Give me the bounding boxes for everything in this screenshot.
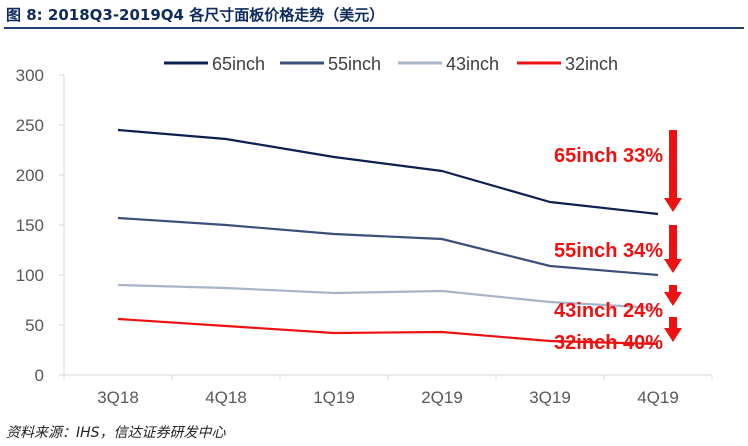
annotation-label: 65inch 33% [554, 145, 663, 167]
x-tick-label: 4Q19 [637, 388, 679, 407]
series-line-65inch [117, 128, 659, 216]
chart-series [117, 128, 659, 346]
series-line-43inch [117, 283, 659, 310]
source-note: 资料来源：IHS，信达证券研发中心 [6, 425, 226, 441]
x-tick-label: 1Q19 [313, 388, 355, 407]
y-tick-label: 150 [16, 216, 44, 235]
x-tick-label: 2Q19 [421, 388, 463, 407]
annotation-label: 55inch 34% [554, 240, 663, 262]
y-tick-label: 50 [25, 316, 44, 335]
annotation-label: 43inch 24% [554, 300, 663, 322]
legend-label: 55inch [328, 54, 381, 74]
y-tick-label: 0 [35, 366, 44, 385]
line-chart: 0 50 100 150 200 250 300 3Q18 4Q18 1Q19 2Q19 3Q19 4Q… [16, 54, 713, 407]
y-tick-label: 300 [16, 66, 44, 85]
chart-annotations: 65inch 33% 55inch 34% 43inch 24% 32inch 40% [554, 130, 682, 354]
legend-label: 65inch [212, 54, 265, 74]
annotation-arrow [664, 285, 682, 306]
annotation-arrow [664, 317, 682, 342]
y-tick-label: 100 [16, 266, 44, 285]
legend-label: 43inch [446, 54, 499, 74]
chart-legend: 65inch 55inch 43inch 32inch [164, 54, 618, 74]
legend-label: 32inch [565, 54, 618, 74]
title-underline [4, 27, 744, 29]
series-line-32inch [117, 317, 659, 346]
y-tick-label: 200 [16, 166, 44, 185]
chart-title: 图 8: 2018Q3-2019Q4 各尺寸面板价格走势（美元） [6, 6, 385, 24]
x-tick-label: 3Q18 [97, 388, 139, 407]
x-tick-label: 3Q19 [529, 388, 571, 407]
annotation-label: 32inch 40% [554, 332, 663, 354]
y-tick-label: 250 [16, 116, 44, 135]
annotation-arrow [664, 130, 682, 212]
chart-axes: 0 50 100 150 200 250 300 3Q18 4Q18 1Q19 2Q19 3Q19 4Q… [16, 66, 713, 407]
series-line-55inch [117, 216, 659, 277]
annotation-arrow [664, 225, 682, 273]
x-tick-label: 4Q18 [205, 388, 247, 407]
